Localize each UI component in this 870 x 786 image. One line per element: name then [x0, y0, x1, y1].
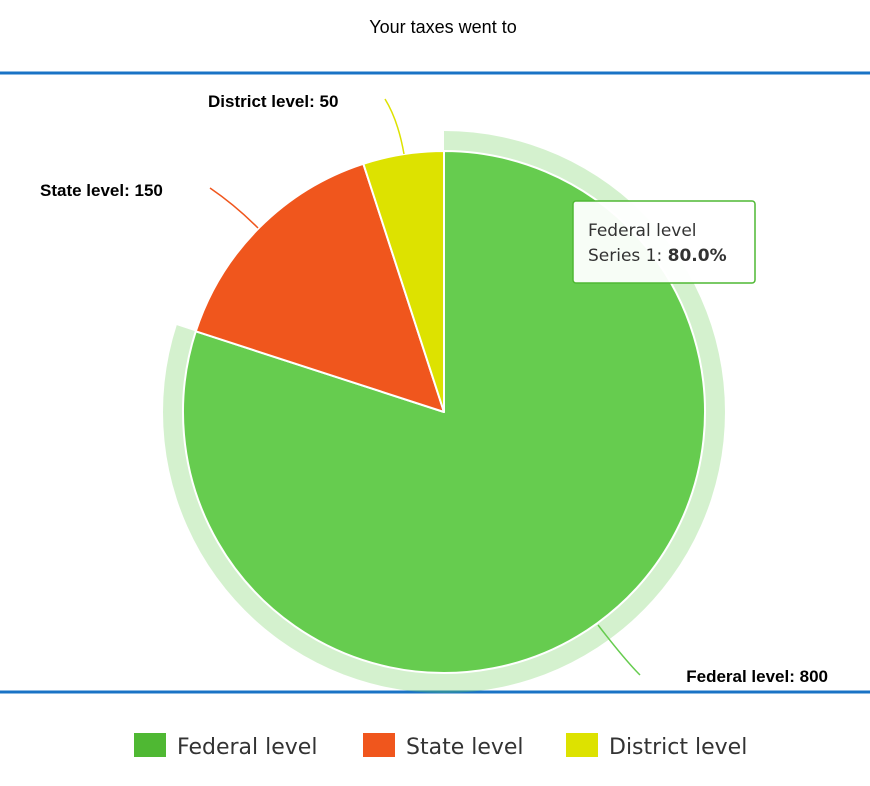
data-label-federal-level: Federal level: 800	[686, 667, 828, 686]
legend-label-state-level: State level	[406, 735, 524, 760]
legend-swatch-state-level	[363, 733, 395, 757]
tooltip: Federal level Series 1: 80.0%	[572, 200, 756, 284]
tooltip-title: Federal level	[588, 221, 697, 241]
connector-state-level	[209, 187, 259, 229]
label-connectors	[209, 98, 641, 676]
legend: Federal level State level District level	[134, 733, 747, 760]
legend-item-state-level[interactable]: State level	[363, 733, 524, 760]
pie-slice-state-level[interactable]	[194, 162, 445, 413]
tooltip-box	[572, 200, 756, 284]
legend-item-district-level[interactable]: District level	[566, 733, 747, 760]
data-label-district-level: District level: 50	[208, 92, 338, 111]
connector-district-level	[384, 98, 405, 155]
tooltip-series-line: Series 1: 80.0%	[588, 246, 727, 266]
legend-label-federal-level: Federal level	[177, 735, 317, 760]
legend-label-district-level: District level	[609, 735, 747, 760]
legend-item-federal-level[interactable]: Federal level	[134, 733, 317, 760]
chart-title: Your taxes went to	[369, 17, 516, 37]
pie-slice-district-level[interactable]	[362, 150, 445, 413]
legend-swatch-federal-level	[134, 733, 166, 757]
tooltip-series-label: Series 1:	[588, 246, 668, 266]
connector-federal-level	[597, 624, 641, 676]
tooltip-value: 80.0%	[668, 246, 727, 266]
data-labels: Federal level: 800 State level: 150 Distri…	[40, 92, 828, 686]
data-label-state-level: State level: 150	[40, 181, 163, 200]
legend-swatch-district-level	[566, 733, 598, 757]
